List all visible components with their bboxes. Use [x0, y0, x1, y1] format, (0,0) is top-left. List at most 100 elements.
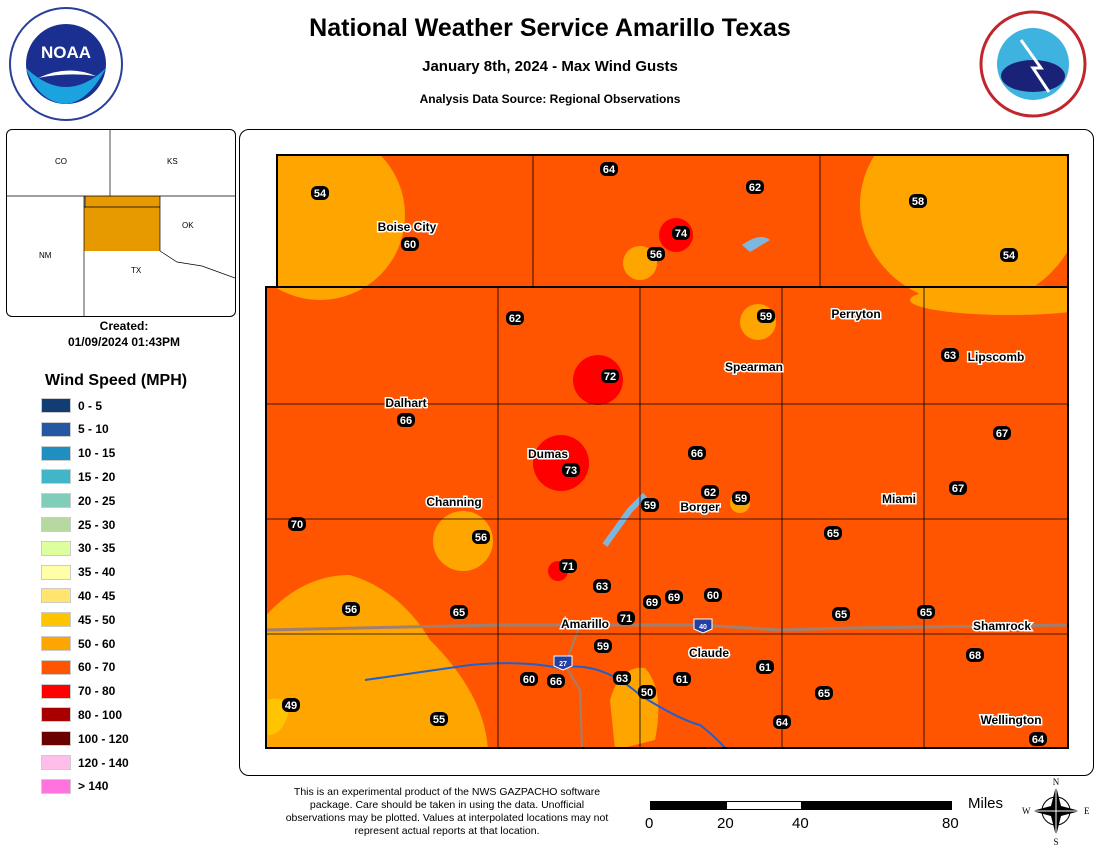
observation-marker: 67	[993, 426, 1011, 440]
legend-label: 50 - 60	[78, 636, 116, 651]
svg-text:KS: KS	[167, 157, 178, 166]
compass-rose-icon: N S E W	[1022, 777, 1090, 846]
page-subtitle: January 8th, 2024 - Max Wind Gusts	[422, 58, 678, 75]
legend-label: 60 - 70	[78, 660, 116, 675]
city-label: Perryton	[831, 307, 880, 321]
interstate-shield-27: 27	[553, 655, 573, 671]
city-label: Amarillo	[561, 617, 609, 631]
legend-label: 45 - 50	[78, 612, 116, 627]
observation-value: 56	[650, 249, 662, 261]
legend-label: 120 - 140	[78, 755, 129, 770]
legend-item: 25 - 30	[41, 517, 115, 532]
svg-text:W: W	[1022, 806, 1031, 816]
svg-text:NM: NM	[39, 251, 52, 260]
observation-marker: 65	[815, 686, 833, 700]
observation-value: 63	[944, 350, 956, 362]
legend-label: 5 - 10	[78, 422, 109, 437]
observation-marker: 65	[824, 526, 842, 540]
legend-swatch	[41, 755, 71, 770]
legend-label: 10 - 15	[78, 446, 116, 461]
observation-value: 59	[735, 493, 747, 505]
interstate-shield-40: 40	[693, 618, 713, 634]
legend-item: 30 - 35	[41, 540, 115, 556]
disclaimer: This is an experimental product of the N…	[285, 786, 609, 837]
observation-value: 65	[920, 607, 932, 619]
noaa-logo: NOAA	[9, 7, 123, 121]
canadian-river	[364, 662, 736, 748]
observation-value: 66	[691, 448, 703, 460]
legend-swatch	[41, 588, 71, 604]
observation-value: 69	[668, 592, 680, 604]
observation-marker: 66	[688, 446, 706, 460]
observation-marker: 60	[520, 672, 538, 686]
observation-value: 59	[644, 500, 656, 512]
observation-marker: 56	[472, 530, 490, 544]
legend-label: 40 - 45	[78, 588, 116, 603]
observation-marker: 65	[917, 605, 935, 619]
observation-marker: 62	[746, 180, 764, 194]
observation-marker: 73	[562, 463, 580, 477]
observation-value: 61	[759, 662, 771, 674]
observation-marker: 50	[638, 685, 656, 699]
observation-marker: 66	[547, 674, 565, 688]
legend-label: 20 - 25	[78, 493, 116, 508]
observation-marker: 67	[949, 481, 967, 495]
observation-value: 65	[818, 688, 830, 700]
city-label: Claude	[689, 646, 729, 660]
observation-marker: 59	[641, 498, 659, 512]
legend-swatch	[41, 636, 71, 651]
legend-title: Wind Speed (MPH)	[45, 372, 188, 389]
observation-marker: 60	[401, 237, 419, 251]
observation-value: 50	[641, 687, 653, 699]
locator-inset-map: CO KS NM OK TX	[6, 129, 236, 317]
legend-label: 100 - 120	[78, 731, 129, 746]
data-source: Analysis Data Source: Regional Observati…	[419, 92, 681, 106]
observation-value: 54	[314, 188, 327, 200]
observation-marker: 54	[311, 186, 329, 200]
city-label: Spearman	[725, 360, 783, 374]
observation-marker: 63	[941, 348, 959, 362]
city-label: Dumas	[528, 447, 568, 461]
observation-value: 64	[1032, 734, 1045, 746]
scale-tick: 40	[792, 815, 809, 832]
scale-tick: 80	[942, 815, 959, 832]
observation-value: 65	[453, 607, 465, 619]
observation-value: 60	[523, 674, 535, 686]
observation-value: 72	[604, 371, 616, 383]
svg-text:OK: OK	[182, 221, 194, 230]
observation-value: 66	[550, 676, 562, 688]
observation-value: 62	[704, 487, 716, 499]
legend-swatch	[41, 540, 71, 556]
legend-label: > 140	[78, 779, 109, 794]
observation-value: 63	[616, 673, 628, 685]
observation-marker: 64	[1029, 732, 1047, 746]
observation-marker: 59	[757, 309, 775, 323]
legend-swatch	[41, 683, 71, 699]
legend-swatch	[41, 445, 71, 461]
observation-marker: 70	[288, 517, 306, 531]
observation-value: 71	[562, 561, 574, 573]
city-label: Miami	[882, 492, 916, 506]
observation-marker: 59	[594, 639, 612, 653]
nws-logo	[979, 10, 1087, 118]
observation-value: 69	[646, 597, 658, 609]
observation-marker: 72	[601, 369, 619, 383]
legend-label: 15 - 20	[78, 469, 116, 484]
legend-item: 5 - 10	[41, 421, 109, 437]
observation-value: 65	[827, 528, 839, 540]
svg-text:E: E	[1084, 806, 1090, 816]
observation-value: 59	[597, 641, 609, 653]
observation-marker: 63	[593, 579, 611, 593]
observation-marker: 49	[282, 698, 300, 712]
legend-item: 40 - 45	[41, 588, 116, 604]
observation-value: 55	[433, 714, 445, 726]
legend-swatch	[41, 731, 71, 747]
observation-value: 60	[404, 239, 416, 251]
legend-item: 120 - 140	[41, 755, 129, 770]
legend-label: 35 - 40	[78, 565, 116, 580]
legend-item: 45 - 50	[41, 612, 116, 628]
map-frame	[239, 129, 1094, 776]
page-title: National Weather Service Amarillo Texas	[309, 14, 791, 42]
observation-value: 74	[675, 228, 688, 240]
observation-marker: 55	[430, 712, 448, 726]
